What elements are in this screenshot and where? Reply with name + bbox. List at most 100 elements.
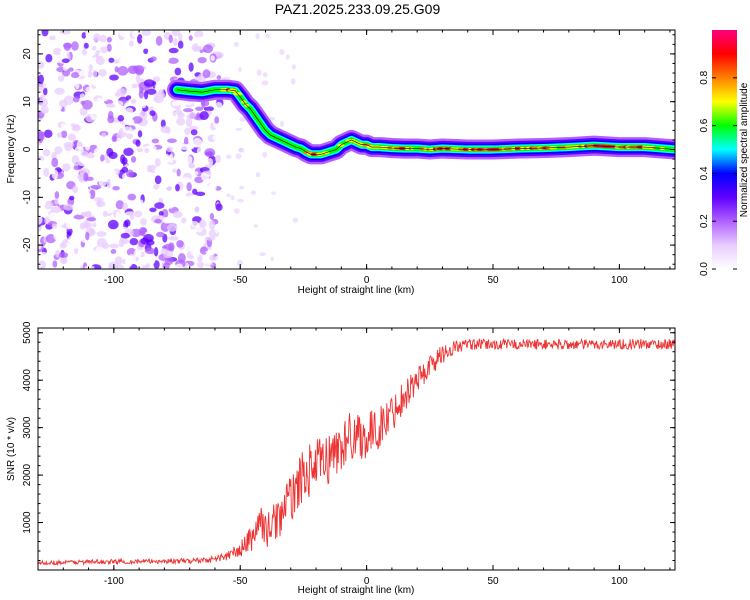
spectrogram-marks	[38, 30, 675, 269]
noise-blob	[54, 87, 65, 95]
noise-blob	[177, 40, 184, 49]
noise-blob	[253, 224, 258, 228]
noise-blob	[209, 169, 217, 176]
noise-blob	[203, 106, 215, 112]
noise-blob	[60, 130, 68, 139]
noise-blob	[84, 42, 89, 49]
noise-blob	[81, 32, 87, 39]
noise-blob	[72, 185, 79, 194]
snr-y-label: SNR (10 * v/v)	[6, 417, 17, 481]
noise-blob	[61, 183, 67, 190]
noise-blob	[85, 30, 93, 39]
x-tick-label: -100	[104, 576, 124, 587]
noise-blob	[150, 56, 157, 62]
noise-blob	[185, 117, 193, 128]
noise-blob	[137, 130, 143, 138]
noise-blob	[161, 92, 166, 99]
noise-blob	[171, 111, 179, 120]
spectrogram-y-label: Frequency (Hz)	[6, 115, 17, 184]
x-tick-label: 50	[487, 576, 499, 587]
noise-blob	[153, 260, 160, 269]
noise-blob	[149, 207, 157, 213]
noise-blob	[161, 153, 171, 164]
x-tick-label: 100	[611, 275, 628, 286]
noise-blob	[71, 41, 79, 51]
noise-blob	[39, 120, 47, 131]
noise-blob	[58, 252, 69, 259]
noise-blob	[192, 137, 203, 148]
noise-blob	[154, 157, 161, 167]
noise-blob	[108, 243, 120, 249]
noise-blob	[162, 250, 174, 259]
noise-blob	[105, 103, 116, 108]
y-tick-label: 4000	[22, 369, 33, 392]
noise-blob	[67, 133, 76, 141]
noise-blob	[175, 183, 180, 192]
spectrogram-y-axis: -20 -10 0 10 20	[22, 34, 675, 265]
y-tick-label: 20	[22, 48, 33, 60]
noise-blob	[88, 44, 93, 49]
noise-blob	[216, 75, 222, 80]
noise-blob	[72, 96, 80, 103]
noise-blob	[230, 195, 235, 201]
y-tick-label: 3000	[22, 416, 33, 439]
noise-blob	[54, 146, 63, 155]
noise-blob	[130, 50, 139, 57]
noise-blob	[117, 45, 122, 51]
noise-blob	[213, 121, 222, 129]
noise-blob	[291, 78, 296, 85]
noise-blob	[122, 126, 133, 134]
noise-blob	[127, 182, 138, 189]
noise-blob	[201, 126, 208, 131]
noise-blob	[76, 140, 84, 150]
noise-blob	[111, 191, 123, 199]
noise-blob	[168, 47, 179, 54]
noise-blob	[291, 64, 296, 70]
noise-blob	[178, 33, 183, 42]
x-tick-label: 0	[364, 275, 370, 286]
noise-blob	[96, 105, 107, 111]
noise-blob	[38, 179, 44, 188]
colorbar-tick-label: 0.8	[699, 70, 710, 84]
noise-blob	[132, 116, 143, 124]
noise-blob	[124, 219, 131, 227]
noise-blob	[134, 210, 143, 218]
noise-blob	[74, 49, 80, 58]
noise-blob	[199, 111, 209, 121]
noise-blob	[91, 212, 102, 217]
noise-blob	[214, 51, 224, 59]
noise-blob	[188, 162, 195, 168]
noise-blob	[163, 79, 171, 85]
noise-blob	[211, 30, 220, 34]
noise-blob	[279, 48, 285, 56]
noise-blob	[171, 30, 181, 37]
noise-blob	[162, 217, 171, 224]
noise-blob	[153, 102, 162, 113]
noise-blob	[161, 170, 173, 177]
noise-blob	[92, 82, 101, 87]
noise-blob	[197, 56, 207, 64]
noise-blob	[120, 154, 126, 165]
noise-blob	[117, 115, 125, 122]
noise-blob	[108, 151, 118, 160]
noise-blob	[59, 30, 71, 35]
noise-blob	[180, 133, 185, 142]
noise-blob	[65, 81, 77, 88]
noise-blob	[189, 125, 199, 131]
noise-blob	[102, 210, 108, 218]
noise-blob	[173, 37, 178, 47]
noise-blob	[129, 238, 139, 246]
noise-blob	[45, 54, 53, 63]
noise-blob	[51, 169, 59, 180]
noise-blob	[214, 101, 223, 111]
noise-blob	[135, 139, 141, 147]
noise-blob	[137, 261, 144, 268]
noise-blob	[166, 146, 173, 153]
noise-blob	[49, 91, 57, 97]
noise-blob	[208, 142, 216, 148]
noise-blob	[205, 236, 216, 241]
noise-blob	[100, 154, 105, 163]
noise-blob	[214, 255, 221, 265]
noise-blob	[186, 182, 192, 192]
noise-blob	[90, 184, 102, 190]
